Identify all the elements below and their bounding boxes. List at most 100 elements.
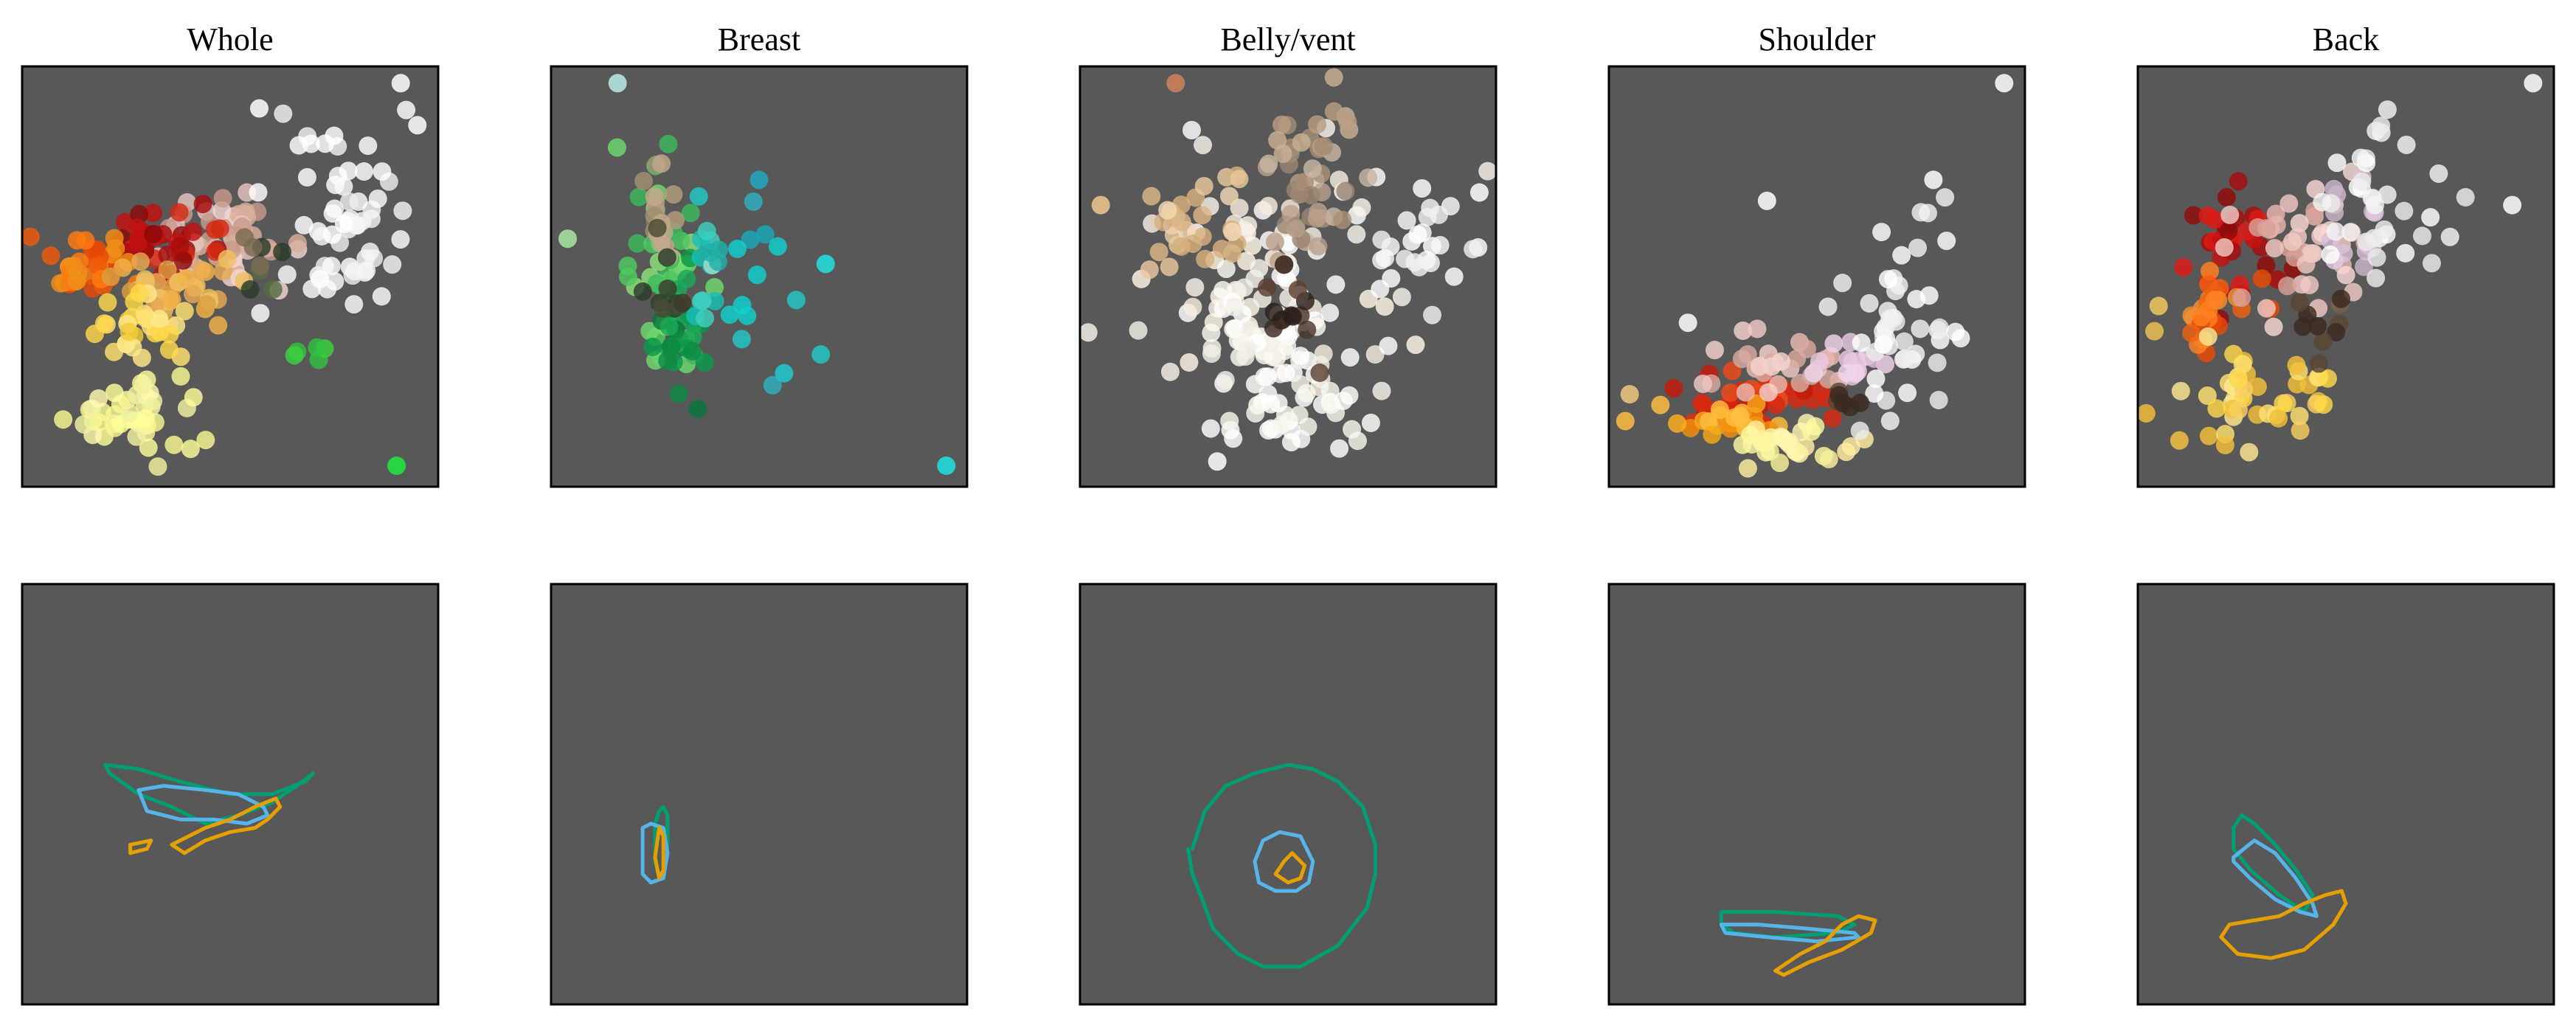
scatter-point (285, 346, 304, 365)
scatter-point (2240, 442, 2259, 462)
scatter-point (274, 104, 293, 123)
scatter-point (1770, 454, 1790, 473)
scatter-point (197, 295, 216, 314)
plot-frame (550, 583, 969, 1006)
scatter-point (54, 410, 73, 429)
scatter-point (1929, 391, 1948, 410)
scatter-point (1911, 319, 1930, 338)
scatter-point (2171, 381, 2190, 400)
scatter-point (2429, 164, 2448, 183)
scatter-point (1829, 386, 1849, 405)
plot-frame (21, 583, 440, 1006)
scatter-point (1183, 234, 1202, 253)
scatter-point (1201, 419, 1220, 438)
scatter-point (1860, 294, 1879, 313)
scatter-point (2292, 275, 2311, 294)
scatter-point (98, 293, 117, 312)
scatter-point (1693, 374, 1712, 393)
scatter-point (1837, 442, 1856, 462)
scatter-point (1850, 421, 1869, 440)
scatter-point (183, 222, 202, 241)
scatter-point (1303, 159, 1322, 178)
scatter-point (1243, 236, 1262, 255)
scatter-point (2266, 204, 2285, 223)
scatter-point (132, 348, 151, 367)
scatter-point (1340, 348, 1360, 367)
scatter-point (1298, 320, 1317, 339)
scatter-point (1260, 334, 1279, 353)
scatter-point (2318, 369, 2337, 388)
scatter-point (139, 438, 158, 457)
scatter-point (334, 215, 353, 234)
panel-9 (1607, 583, 2026, 1006)
scatter-point (2229, 172, 2248, 191)
scatter-point (1166, 74, 1185, 93)
scatter-point (1183, 297, 1202, 316)
scatter-point (1936, 188, 1955, 207)
panel-title-belly-vent: Belly/vent (1220, 21, 1355, 58)
scatter-point (160, 324, 179, 344)
scatter-point (1225, 297, 1244, 316)
scatter-point (1272, 415, 1291, 434)
scatter-point (101, 267, 120, 286)
scatter-point (240, 279, 260, 299)
scatter-point (1678, 313, 1697, 333)
scatter-point (1238, 340, 1257, 359)
scatter-point (664, 185, 683, 204)
scatter-point (150, 310, 169, 329)
scatter-point (2378, 100, 2397, 119)
scatter-point (1333, 210, 1352, 229)
plot-frame (1078, 583, 1498, 1006)
panel-4: Shoulder (1607, 21, 2026, 488)
scatter-point (1874, 335, 1893, 354)
scatter-point (1410, 257, 1429, 277)
plot-frame (2136, 65, 2555, 488)
scatter-point (1202, 344, 1221, 364)
panel-title-whole: Whole (187, 21, 273, 58)
scatter-point (693, 291, 712, 310)
scatter-point (76, 231, 95, 250)
scatter-point (738, 306, 757, 325)
scatter-point (1208, 452, 1227, 471)
scatter-point (1995, 74, 2014, 93)
scatter-point (158, 260, 177, 279)
scatter-point (1806, 417, 1825, 436)
scatter-point (1878, 270, 1897, 289)
scatter-point (2290, 406, 2309, 426)
scatter-point (659, 134, 678, 153)
scatter-point (1298, 417, 1318, 437)
scatter-point (1194, 176, 1213, 195)
scatter-point (249, 99, 269, 118)
scatter-point (1219, 187, 1239, 206)
scatter-point (89, 389, 108, 408)
scatter-point (2199, 275, 2218, 294)
panel-title-back: Back (2313, 21, 2379, 58)
scatter-point (1924, 170, 1943, 190)
scatter-point (747, 265, 766, 285)
scatter-point (1703, 425, 1722, 444)
scatter-point (689, 187, 708, 206)
scatter-point (653, 299, 672, 318)
scatter-point (1819, 450, 1838, 469)
scatter-point (1216, 260, 1236, 279)
scatter-point (1741, 426, 1760, 445)
panel-7 (550, 583, 969, 1006)
scatter-point (1330, 439, 1349, 458)
scatter-point (2351, 148, 2370, 167)
scatter-point (673, 294, 692, 313)
scatter-point (2290, 293, 2309, 312)
scatter-point (41, 246, 60, 265)
scatter-point (2378, 185, 2397, 204)
scatter-point (2248, 377, 2268, 396)
scatter-point (2278, 277, 2297, 296)
scatter-point (1880, 309, 1900, 328)
scatter-point (1692, 393, 1711, 412)
scatter-point (2422, 254, 2441, 273)
plot-frame (2136, 583, 2555, 1006)
scatter-point (1865, 384, 1884, 403)
contour-line-1 (2232, 813, 2315, 914)
scatter-point (683, 341, 702, 361)
scatter-point (1796, 437, 1815, 456)
scatter-point (316, 134, 335, 153)
